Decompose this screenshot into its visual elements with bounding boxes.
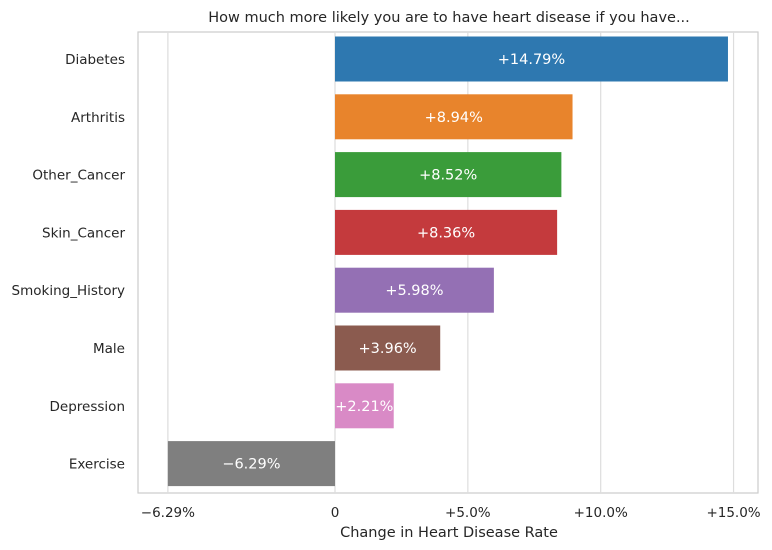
y-axis-ticks: Diabetes Arthritis Other_Cancer Skin_Cancer… bbox=[12, 52, 126, 473]
y-tick-label: Arthritis bbox=[71, 110, 125, 126]
x-tick-label: 0 bbox=[331, 505, 340, 521]
bar-other-cancer bbox=[335, 152, 562, 198]
bar-exercise bbox=[167, 441, 335, 487]
bar-diabetes bbox=[335, 36, 728, 82]
y-tick-label: Diabetes bbox=[65, 52, 125, 68]
x-axis-label: Change in Heart Disease Rate bbox=[340, 525, 558, 541]
y-tick-label: Depression bbox=[50, 399, 125, 415]
y-tick-label: Smoking_History bbox=[12, 283, 125, 299]
chart-title: How much more likely you are to have hea… bbox=[208, 10, 690, 26]
bar-value-label: +8.94% bbox=[425, 110, 483, 126]
y-tick-label: Other_Cancer bbox=[32, 168, 125, 184]
bar-depression bbox=[335, 383, 394, 429]
bar-value-label: +2.21% bbox=[335, 399, 393, 415]
y-tick-label: Skin_Cancer bbox=[42, 225, 125, 241]
bar-value-label: +8.52% bbox=[419, 168, 477, 184]
plot-area bbox=[137, 31, 759, 494]
x-tick-label: +15.0% bbox=[706, 505, 760, 521]
x-tick-label: −6.29% bbox=[141, 505, 195, 521]
bars bbox=[167, 36, 728, 487]
bar-smoking-history bbox=[335, 267, 494, 313]
y-tick-label: Exercise bbox=[69, 457, 125, 473]
bar-value-label: +3.96% bbox=[358, 341, 416, 357]
y-tick-label: Male bbox=[93, 341, 125, 357]
bar-value-label: −6.29% bbox=[222, 457, 280, 473]
bar-arthritis bbox=[335, 94, 573, 140]
x-axis-ticks: −6.29% 0 +5.0% +10.0% +15.0% bbox=[141, 505, 761, 521]
bar-value-label: +5.98% bbox=[385, 283, 443, 299]
x-tick-label: +5.0% bbox=[445, 505, 491, 521]
bar-value-label: +8.36% bbox=[417, 225, 475, 241]
bar-male bbox=[335, 325, 441, 371]
bar-skin-cancer bbox=[335, 209, 558, 255]
bar-value-label: +14.79% bbox=[498, 52, 565, 68]
x-tick-label: +10.0% bbox=[574, 505, 628, 521]
bar-value-labels: +14.79% +8.94% +8.52% +8.36% +5.98% +3.96% +2.… bbox=[222, 52, 565, 473]
